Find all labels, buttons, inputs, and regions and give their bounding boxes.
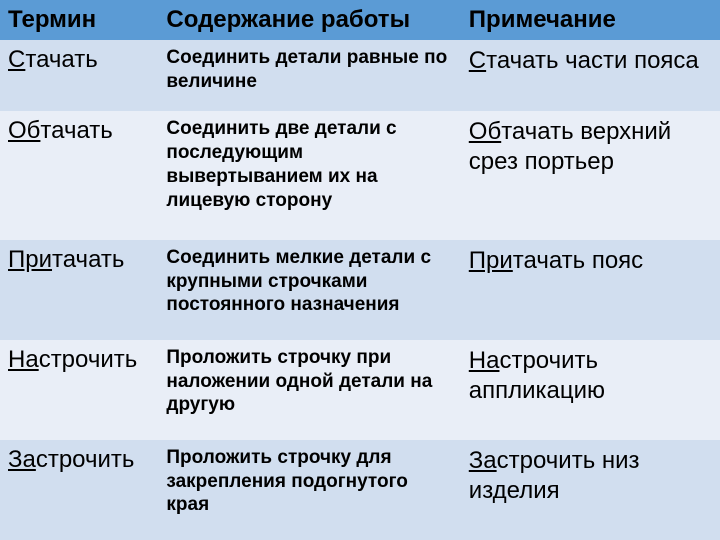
col-header-note: Примечание [461,0,720,40]
note-cell: Настрочить аппликацию [461,340,720,440]
desc-cell: Соединить две детали с последующим вывер… [158,111,460,240]
note-cell: Притачать пояс [461,240,720,340]
term-cell: Стачать [0,40,158,111]
note-cell: Стачать части пояса [461,40,720,111]
desc-cell: Соединить детали равные по величине [158,40,460,111]
col-header-term: Термин [0,0,158,40]
table-header-row: Термин Содержание работы Примечание [0,0,720,40]
note-cell: Обтачать верхний срез портьер [461,111,720,240]
term-cell: Настрочить [0,340,158,440]
table-row: Застрочить Проложить строчку для закрепл… [0,440,720,540]
table-row: Стачать Соединить детали равные по велич… [0,40,720,111]
desc-cell: Проложить строчку для закрепления подогн… [158,440,460,540]
term-cell: Обтачать [0,111,158,240]
table-row: Притачать Соединить мелкие детали с круп… [0,240,720,340]
table-row: Настрочить Проложить строчку при наложен… [0,340,720,440]
note-cell: Застрочить низ изделия [461,440,720,540]
desc-cell: Соединить мелкие детали с крупными строч… [158,240,460,340]
terminology-table: Термин Содержание работы Примечание Стач… [0,0,720,540]
term-cell: Застрочить [0,440,158,540]
table-row: Обтачать Соединить две детали с последую… [0,111,720,240]
desc-cell: Проложить строчку при наложении одной де… [158,340,460,440]
term-cell: Притачать [0,240,158,340]
col-header-content: Содержание работы [158,0,460,40]
